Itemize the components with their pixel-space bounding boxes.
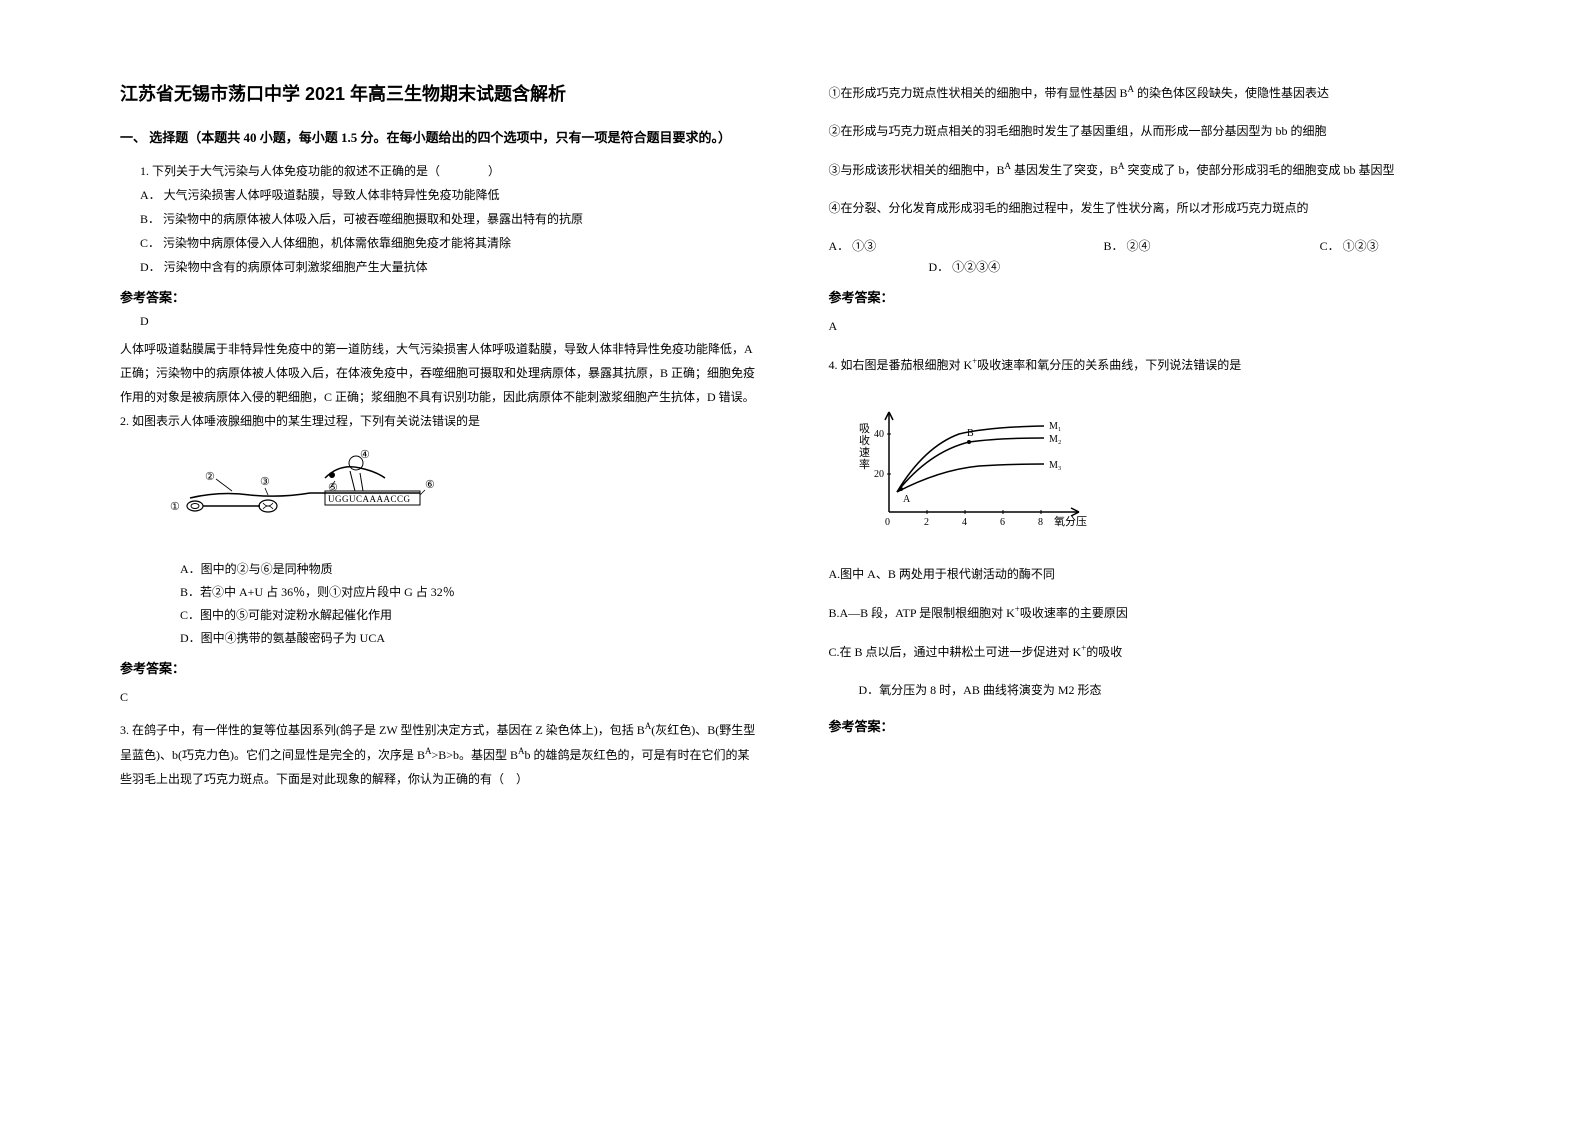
chart-m2: M₂ bbox=[1049, 434, 1061, 445]
chart-ytick-20: 20 bbox=[874, 469, 884, 480]
q2-opt-c: C．图中的⑤可能对淀粉水解起催化作用 bbox=[180, 604, 759, 627]
chart-ylabel-2: 收 bbox=[859, 433, 870, 447]
chart-point-b: B bbox=[967, 428, 974, 439]
q4-answer-label: 参考答案： bbox=[829, 716, 1468, 735]
q3-opt-d: D． ①②③④ bbox=[929, 258, 1468, 275]
chart-xtick-4: 4 bbox=[962, 517, 967, 528]
q1-opt-c: C． 污染物中病原体侵入人体细胞，机体需依靠细胞免疫才能将其清除 bbox=[140, 231, 759, 255]
q3-item2: ②在形成与巧克力斑点相关的羽毛细胞时发生了基因重组，从而形成一部分基因型为 bb… bbox=[829, 118, 1468, 144]
q3-answer-label: 参考答案： bbox=[829, 287, 1468, 306]
diagram-label-6: ⑥ bbox=[425, 479, 435, 491]
q4-opt-b: B.A—B 段，ATP 是限制根细胞对 K+吸收速率的主要原因 bbox=[829, 600, 1468, 625]
q3-opt-a: A． ①③ bbox=[829, 234, 1104, 258]
chart-xlabel: 氧分压 bbox=[1054, 514, 1087, 528]
chart-m1: M₁ bbox=[1049, 421, 1061, 432]
diagram-label-2: ② bbox=[205, 471, 215, 483]
q1-stem: 1. 下列关于大气污染与人体免疫功能的叙述不正确的是（ ） bbox=[140, 159, 759, 183]
q1-answer: D bbox=[140, 314, 759, 329]
q1-opt-d: D． 污染物中含有的病原体可刺激浆细胞产生大量抗体 bbox=[140, 255, 759, 279]
q4-chart: 吸 收 速 率 40 20 0 2 4 6 8 氧分压 bbox=[849, 392, 1468, 547]
chart-ylabel-4: 率 bbox=[859, 457, 870, 471]
diagram-sequence: UGGUCAAAACCG bbox=[328, 494, 411, 504]
q1-opt-b: B． 污染物中的病原体被人体吸入后，可被吞噬细胞摄取和处理，暴露出特有的抗原 bbox=[140, 207, 759, 231]
chart-xtick-8: 8 bbox=[1038, 517, 1043, 528]
q4-opt-d: D．氧分压为 8 时，AB 曲线将演变为 M2 形态 bbox=[859, 678, 1468, 702]
chart-point-a: A bbox=[903, 494, 911, 505]
q3-item4: ④在分裂、分化发育成形成羽毛的细胞过程中，发生了性状分离，所以才形成巧克力斑点的 bbox=[829, 195, 1468, 221]
q1-explanation: 人体呼吸道黏膜属于非特异性免疫中的第一道防线，大气污染损害人体呼吸道黏膜，导致人… bbox=[120, 337, 759, 409]
chart-ylabel-1: 吸 bbox=[859, 423, 870, 435]
q2-opt-b: B．若②中 A+U 占 36％，则①对应片段中 G 占 32％ bbox=[180, 581, 759, 604]
q2-opt-d: D．图中④携带的氨基酸密码子为 UCA bbox=[180, 627, 759, 650]
q3-answer: A bbox=[829, 314, 1468, 338]
q4-stem: 4. 如右图是番茄根细胞对 K+吸收速率和氧分压的关系曲线，下列说法错误的是 bbox=[829, 352, 1468, 377]
chart-xtick-2: 2 bbox=[924, 517, 929, 528]
q4-opt-c: C.在 B 点以后，通过中耕松土可进一步促进对 K+的吸收 bbox=[829, 639, 1468, 664]
diagram-label-1: ① bbox=[170, 501, 180, 513]
q2-stem: 2. 如图表示人体唾液腺细胞中的某生理过程，下列有关说法错误的是 bbox=[120, 409, 759, 433]
chart-xtick-6: 6 bbox=[1000, 517, 1005, 528]
chart-ylabel-3: 速 bbox=[859, 446, 870, 459]
section-header: 一、 选择题（本题共 40 小题，每小题 1.5 分。在每小题给出的四个选项中，… bbox=[120, 126, 759, 149]
q3-item1: ①在形成巧克力斑点性状相关的细胞中，带有显性基因 BA 的染色体区段缺失，使隐性… bbox=[829, 80, 1468, 106]
q2-opt-a: A．图中的②与⑥是同种物质 bbox=[180, 558, 759, 581]
q1-answer-label: 参考答案： bbox=[120, 287, 759, 306]
q3-opt-b: B． ②④ bbox=[1104, 234, 1320, 258]
q2-diagram: ④ ⑤ ② ③ ① UGGUCAAAACCG bbox=[160, 443, 759, 548]
chart-m3: M₃ bbox=[1049, 460, 1061, 471]
chart-xtick-0: 0 bbox=[885, 517, 890, 528]
q2-answer-label: 参考答案： bbox=[120, 658, 759, 677]
q1-opt-a: A． 大气污染损害人体呼吸道黏膜，导致人体非特异性免疫功能降低 bbox=[140, 183, 759, 207]
q3-options-row: A． ①③ B． ②④ C． ①②③ bbox=[829, 234, 1468, 258]
diagram-label-3: ③ bbox=[260, 476, 270, 488]
chart-ytick-40: 40 bbox=[874, 429, 884, 440]
page-title: 江苏省无锡市荡口中学 2021 年高三生物期末试题含解析 bbox=[120, 80, 759, 106]
q2-answer: C bbox=[120, 685, 759, 709]
q3-opt-c: C． ①②③ bbox=[1320, 234, 1467, 258]
q4-opt-a: A.图中 A、B 两处用于根代谢活动的酶不同 bbox=[829, 562, 1468, 586]
q3-item3: ③与形成该形状相关的细胞中，BA 基因发生了突变，BA 突变成了 b，使部分形成… bbox=[829, 157, 1468, 183]
q3-stem: 3. 在鸽子中，有一伴性的复等位基因系列(鸽子是 ZW 型性别决定方式，基因在 … bbox=[120, 717, 759, 791]
